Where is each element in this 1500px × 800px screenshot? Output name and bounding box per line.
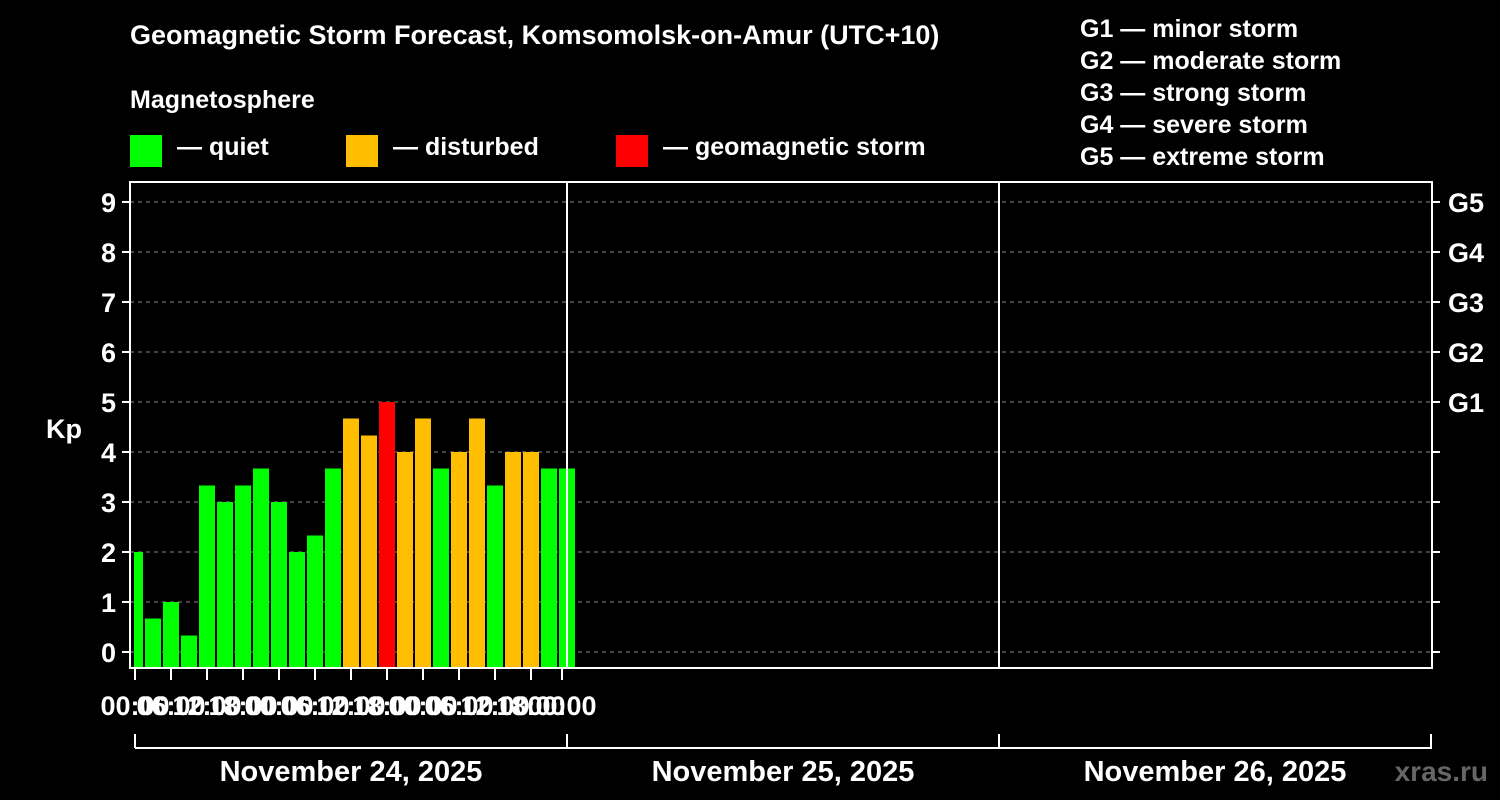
g-scale-g1: G1 — minor storm [1080,15,1299,43]
x-tick-label-4: 00:00 [244,691,313,721]
y-tick-label-4: 4 [101,438,116,468]
kp-bar-12 [343,418,359,668]
y-tick-label-2: 2 [101,538,116,568]
kp-bar-14 [379,402,395,668]
x-tick-label-1: 06:00 [136,691,205,721]
x-tick-label-10: 12:00 [460,691,529,721]
watermark: xras.ru [1394,756,1488,787]
kp-bar-13 [361,435,377,668]
magnetosphere-label: Magnetosphere [130,86,315,114]
y-axis-label: Kp [46,414,82,444]
day-label-2: November 26, 2025 [1084,756,1347,788]
kp-bar-11 [325,468,341,668]
y-tick-label-3: 3 [101,488,116,518]
y-tick-label-6: 6 [101,338,116,368]
right-tick-label-G3: G3 [1448,288,1484,318]
day-label-0: November 24, 2025 [220,756,483,788]
right-tick-label-G2: G2 [1448,338,1484,368]
y-tick-label-9: 9 [101,188,116,218]
right-tick-label-G4: G4 [1448,238,1484,268]
legend-swatch-disturbed [346,135,378,167]
kp-bar-3 [181,635,197,668]
kp-bar-22 [523,452,539,668]
x-tick-label-6: 12:00 [316,691,385,721]
kp-bar-2 [163,602,179,668]
x-tick-label-3: 18:00 [208,691,277,721]
g-scale-g5: G5 — extreme storm [1080,143,1325,171]
kp-bar-0 [134,552,143,668]
right-tick-label-G5: G5 [1448,188,1484,218]
x-tick-label-2: 12:00 [172,691,241,721]
kp-bar-4 [199,485,215,668]
kp-bar-10 [307,535,323,668]
chart-title: Geomagnetic Storm Forecast, Komsomolsk-o… [130,20,940,50]
legend-label-disturbed: — disturbed [393,133,539,161]
x-tick-label-5: 06:00 [280,691,349,721]
g-scale-g3: G3 — strong storm [1080,79,1307,107]
kp-bar-18 [451,452,467,668]
x-tick-label-9: 06:00 [424,691,493,721]
y-tick-label-0: 0 [101,638,116,668]
kp-bar-20 [487,485,503,668]
g-scale-g2: G2 — moderate storm [1080,47,1342,75]
kp-bar-9 [289,552,305,668]
legend-swatch-storm [616,135,648,167]
kp-bar-7 [253,468,269,668]
x-tick-label-8: 00:00 [388,691,457,721]
x-tick-label-7: 18:00 [352,691,421,721]
kp-bar-17 [433,468,449,668]
kp-bar-15 [397,452,413,668]
y-tick-label-7: 7 [101,288,116,318]
kp-bar-1 [145,618,161,668]
g-scale-g4: G4 — severe storm [1080,111,1308,139]
plot-frame [129,181,1433,669]
kp-bar-19 [469,418,485,668]
x-tick-label-11: 18:00 [496,691,565,721]
legend-label-storm: — geomagnetic storm [663,133,926,161]
kp-bar-16 [415,418,431,668]
kp-bar-21 [505,452,521,668]
right-tick-label-G1: G1 [1448,388,1484,418]
kp-bar-5 [217,502,233,668]
y-tick-label-5: 5 [101,388,116,418]
legend-label-quiet: — quiet [177,133,269,161]
x-tick-label-0: 00:00 [100,691,169,721]
kp-bar-23 [541,468,557,668]
day-label-1: November 25, 2025 [652,756,915,788]
kp-bar-8 [271,502,287,668]
y-tick-label-1: 1 [101,588,116,618]
x-tick-label-12: 00:00 [527,691,596,721]
kp-bar-6 [235,485,251,668]
legend-swatch-quiet [130,135,162,167]
y-tick-label-8: 8 [101,238,116,268]
